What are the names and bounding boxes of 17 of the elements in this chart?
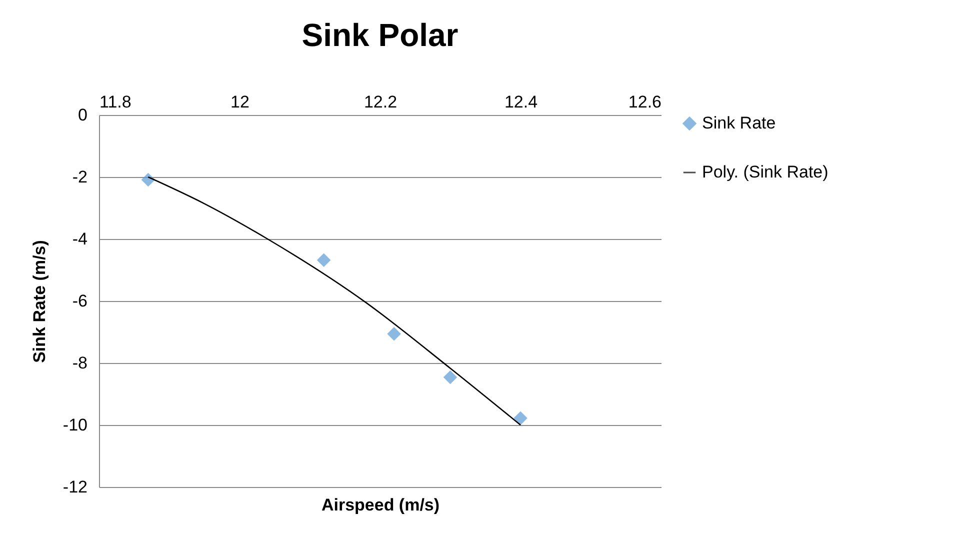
x-tick-label: 12.2 bbox=[364, 92, 398, 112]
y-tick-label: 0 bbox=[78, 106, 88, 124]
legend-label: Poly. (Sink Rate) bbox=[702, 162, 828, 182]
legend-label: Sink Rate bbox=[702, 114, 776, 132]
y-tick-label: -4 bbox=[72, 230, 88, 248]
y-tick-label: -6 bbox=[72, 292, 88, 310]
y-tick-label: -12 bbox=[62, 478, 88, 496]
y-tick-label: -2 bbox=[72, 168, 88, 186]
x-tick-label: 11.8 bbox=[100, 92, 132, 112]
y-axis-title: Sink Rate (m/s) bbox=[30, 240, 49, 363]
x-tick-label: 12 bbox=[230, 92, 250, 112]
x-tick-label: 12.6 bbox=[628, 92, 662, 112]
x-axis-title: Airspeed (m/s) bbox=[321, 496, 440, 514]
y-tick-label: -8 bbox=[72, 354, 88, 372]
x-tick-label: 12.4 bbox=[504, 92, 538, 112]
chart-title: Sink Polar bbox=[302, 17, 458, 53]
y-tick-label: -10 bbox=[62, 416, 88, 434]
